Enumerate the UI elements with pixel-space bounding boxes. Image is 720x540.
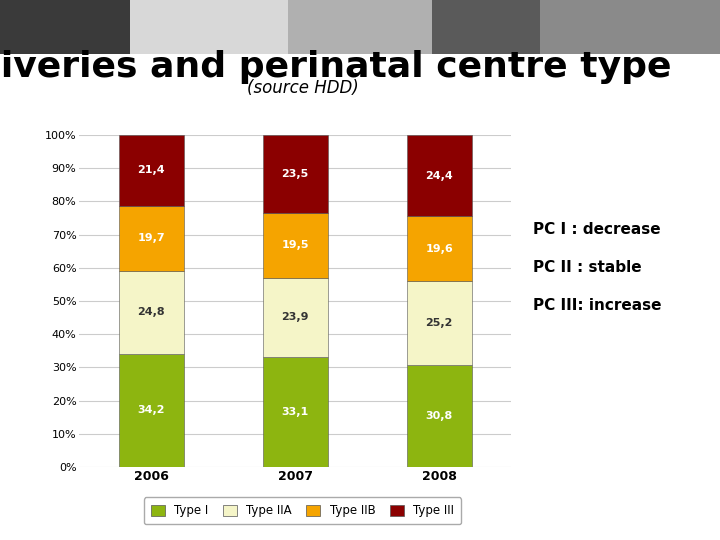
Text: PC III: increase: PC III: increase — [533, 298, 661, 313]
Text: 24,4: 24,4 — [426, 171, 453, 180]
Bar — [540, 0, 720, 54]
Text: PC II : stable: PC II : stable — [533, 260, 642, 275]
Text: 34,2: 34,2 — [138, 406, 165, 415]
Bar — [407, 135, 472, 216]
Bar — [407, 281, 472, 365]
Bar — [263, 213, 328, 278]
Text: PC I : decrease: PC I : decrease — [533, 222, 660, 237]
Text: 30,8: 30,8 — [426, 411, 453, 421]
Text: Deliveries and perinatal centre type: Deliveries and perinatal centre type — [0, 51, 671, 84]
Bar — [0, 0, 130, 54]
Bar — [263, 278, 328, 357]
Bar — [119, 271, 184, 354]
Bar — [288, 0, 432, 54]
Text: 19,7: 19,7 — [138, 233, 165, 244]
Text: 19,5: 19,5 — [282, 240, 309, 251]
Bar — [432, 0, 540, 54]
Text: (source HDD): (source HDD) — [246, 79, 359, 97]
Text: 33,1: 33,1 — [282, 407, 309, 417]
Bar — [119, 134, 184, 206]
Text: 24,8: 24,8 — [138, 307, 165, 318]
Bar — [119, 354, 184, 467]
Legend: Type I, Type IIA, Type IIB, Type III: Type I, Type IIA, Type IIB, Type III — [143, 497, 462, 524]
Bar — [263, 357, 328, 467]
Bar — [407, 216, 472, 281]
Text: 21,4: 21,4 — [138, 165, 165, 175]
Bar — [407, 365, 472, 467]
Text: 19,6: 19,6 — [426, 244, 453, 254]
Text: 23,9: 23,9 — [282, 313, 309, 322]
Bar — [130, 0, 288, 54]
Bar — [119, 206, 184, 271]
Bar — [263, 135, 328, 213]
Text: 23,5: 23,5 — [282, 169, 309, 179]
Text: 25,2: 25,2 — [426, 318, 453, 328]
